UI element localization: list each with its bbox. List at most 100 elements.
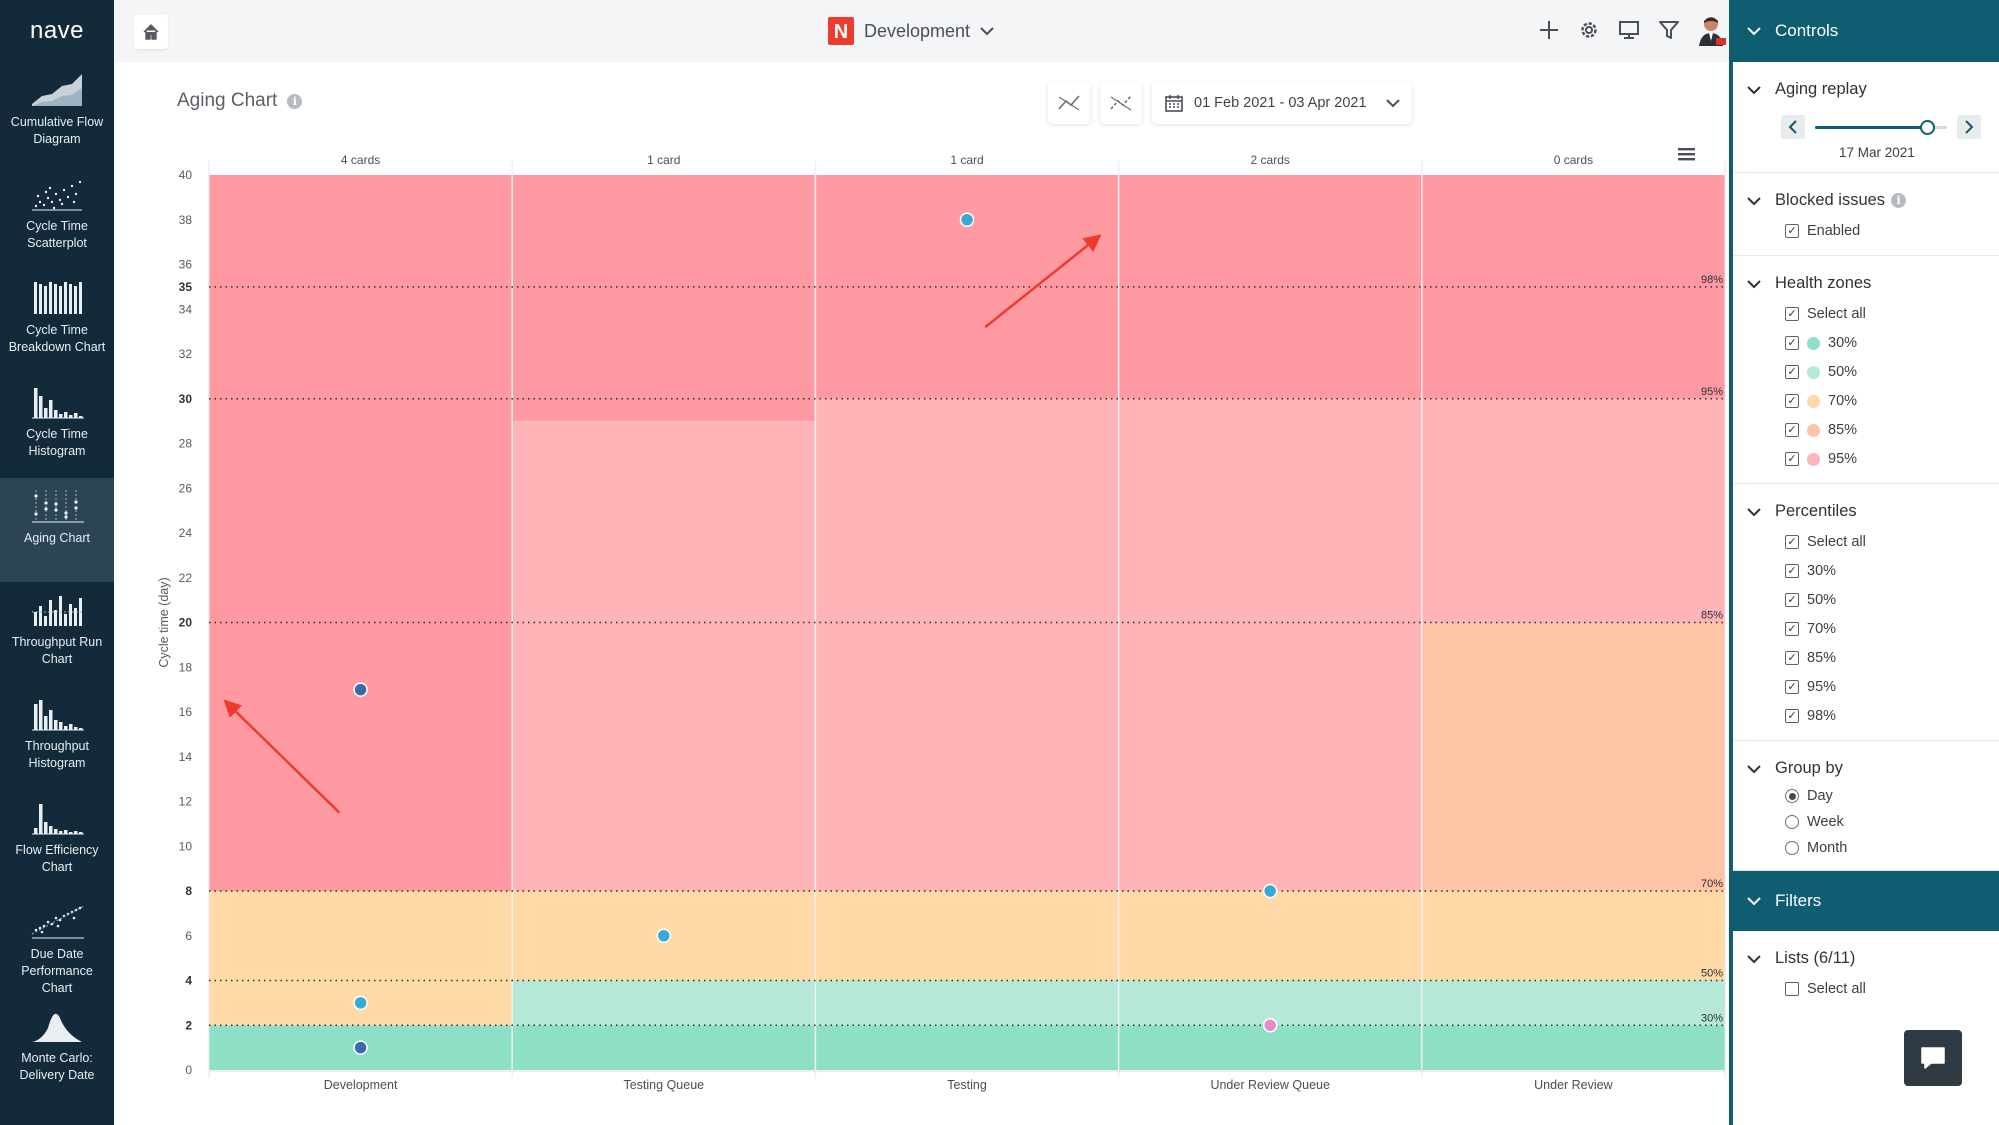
checkbox-checked[interactable]: ✓ [1785, 651, 1799, 665]
blocked-enabled-option[interactable]: ✓ Enabled [1785, 223, 1999, 239]
group-by-option[interactable]: Day [1785, 788, 1999, 804]
group-by-option[interactable]: Week [1785, 814, 1999, 830]
group-by-title: Group by [1775, 759, 1843, 777]
column-label: Under Review [1534, 1078, 1613, 1092]
column-label: Testing [947, 1078, 987, 1092]
checkbox-checked[interactable]: ✓ [1785, 709, 1799, 723]
health-zone-option[interactable]: ✓ 95% [1785, 451, 1999, 467]
work-item-dot[interactable] [353, 682, 368, 697]
info-icon[interactable]: i [287, 93, 303, 109]
option-label: Select all [1807, 306, 1866, 322]
percentiles-header[interactable]: Percentiles [1747, 502, 1999, 521]
percentile-label: 30% [1701, 1012, 1723, 1024]
nav-item-due-date[interactable]: Due Date Performance Chart [0, 894, 114, 998]
checkbox-checked[interactable]: ✓ [1785, 680, 1799, 694]
aging-replay-slider[interactable] [1815, 117, 1947, 137]
nav-item-label: Flow Efficiency Chart [15, 843, 99, 874]
chevron-right-icon [1965, 120, 1974, 134]
menu-bar [1678, 158, 1695, 161]
percentile-option[interactable]: ✓ 95% [1785, 679, 1999, 695]
date-range-picker[interactable]: 01 Feb 2021 - 03 Apr 2021 [1152, 82, 1412, 124]
percentiles-select-all[interactable]: ✓ Select all [1785, 534, 1999, 550]
health-zones-section: Health zones ✓ Select all ✓ 30% ✓ 50% ✓ 70% ✓ 8… [1733, 256, 1999, 484]
health-zone-option[interactable]: ✓ 85% [1785, 422, 1999, 438]
checkbox-checked[interactable]: ✓ [1785, 535, 1799, 549]
group-by-options: Day Week Month [1747, 788, 1999, 856]
checkbox-checked[interactable]: ✓ [1785, 224, 1799, 238]
group-by-header[interactable]: Group by [1747, 759, 1999, 778]
checkbox-checked[interactable]: ✓ [1785, 365, 1799, 379]
filters-header[interactable]: Filters [1733, 871, 1999, 931]
home-button[interactable] [134, 15, 168, 49]
chart-menu-button[interactable] [1678, 148, 1695, 161]
health-zone-band [512, 980, 816, 1026]
work-item-dot[interactable] [353, 1040, 368, 1055]
lists-section: Lists (6/11) Select all [1733, 931, 1999, 1013]
nav-item-scatterplot[interactable]: Cycle Time Scatterplot [0, 166, 114, 270]
health-zones-header[interactable]: Health zones [1747, 274, 1999, 293]
nav-item-throughput-histogram[interactable]: Throughput Histogram [0, 686, 114, 790]
percentile-option[interactable]: ✓ 70% [1785, 621, 1999, 637]
filter-button[interactable] [1655, 14, 1683, 46]
checkbox-unchecked[interactable] [1785, 982, 1799, 996]
radio-button[interactable] [1785, 815, 1799, 829]
replay-slider-handle[interactable] [1920, 120, 1936, 135]
percentile-option[interactable]: ✓ 30% [1785, 563, 1999, 579]
work-item-dot[interactable] [959, 212, 975, 227]
chat-button[interactable] [1904, 1030, 1962, 1086]
hide-trend-button[interactable] [1100, 82, 1142, 124]
blocked-issues-title: Blocked issues [1775, 191, 1886, 209]
brand-logo[interactable]: nave [29, 17, 85, 44]
checkbox-checked[interactable]: ✓ [1785, 593, 1799, 607]
blocked-issues-header[interactable]: Blocked issues i [1747, 191, 1999, 210]
avatar[interactable] [1695, 14, 1729, 46]
radio-button[interactable] [1785, 789, 1799, 803]
work-item-dot[interactable] [1262, 883, 1278, 899]
health-zones-select-all[interactable]: ✓ Select all [1785, 306, 1999, 322]
health-zone-option[interactable]: ✓ 70% [1785, 393, 1999, 409]
y-tick-label: 0 [185, 1063, 192, 1077]
checkbox-checked[interactable]: ✓ [1785, 423, 1799, 437]
menu-bar [1678, 153, 1695, 156]
replay-next-button[interactable] [1957, 115, 1981, 139]
column-card-count: 2 cards [1251, 153, 1290, 167]
aging-replay-header[interactable]: Aging replay [1747, 80, 1999, 99]
nav-item-breakdown-chart[interactable]: Cycle Time Breakdown Chart [0, 270, 114, 374]
nav-item-run-chart[interactable]: Throughput Run Chart [0, 582, 114, 686]
replay-prev-button[interactable] [1781, 115, 1805, 139]
nav-item-histogram[interactable]: Cycle Time Histogram [0, 374, 114, 478]
percentile-option[interactable]: ✓ 85% [1785, 650, 1999, 666]
option-label: Week [1807, 814, 1844, 830]
nav-item-monte-carlo[interactable]: Monte Carlo: Delivery Date [0, 998, 114, 1102]
work-item-dot[interactable] [656, 928, 672, 943]
nav-item-flow-efficiency[interactable]: Flow Efficiency Chart [0, 790, 114, 894]
checkbox-checked[interactable]: ✓ [1785, 307, 1799, 321]
info-icon[interactable]: i [1891, 193, 1907, 208]
lists-header[interactable]: Lists (6/11) [1747, 949, 1999, 968]
work-item-dot[interactable] [1262, 1018, 1278, 1033]
radio-button[interactable] [1785, 841, 1799, 855]
nav-item-cumulative-flow[interactable]: Cumulative Flow Diagram [0, 62, 114, 166]
checkbox-checked[interactable]: ✓ [1785, 452, 1799, 466]
nav-item-aging-chart[interactable]: Aging Chart [0, 478, 114, 582]
checkbox-checked[interactable]: ✓ [1785, 394, 1799, 408]
checkbox-checked[interactable]: ✓ [1785, 336, 1799, 350]
checkbox-checked[interactable]: ✓ [1785, 622, 1799, 636]
percentile-option[interactable]: ✓ 98% [1785, 708, 1999, 724]
lists-select-all[interactable]: Select all [1785, 981, 1999, 997]
group-by-option[interactable]: Month [1785, 840, 1999, 856]
board-selector[interactable]: N Development [828, 17, 994, 45]
display-button[interactable] [1615, 14, 1643, 46]
add-button[interactable] [1535, 14, 1563, 46]
checkbox-checked[interactable]: ✓ [1785, 564, 1799, 578]
health-zone-band [512, 175, 816, 422]
nav-list: Cumulative Flow Diagram Cycle Time Scatte… [0, 62, 114, 1102]
health-zone-option[interactable]: ✓ 30% [1785, 335, 1999, 351]
work-item-dot[interactable] [353, 995, 368, 1011]
controls-header[interactable]: Controls [1733, 0, 1999, 62]
health-zone-option[interactable]: ✓ 50% [1785, 364, 1999, 380]
y-tick-label: 26 [179, 481, 193, 495]
settings-button[interactable] [1575, 14, 1603, 46]
percentile-option[interactable]: ✓ 50% [1785, 592, 1999, 608]
trend-toggle-button[interactable] [1048, 82, 1090, 124]
